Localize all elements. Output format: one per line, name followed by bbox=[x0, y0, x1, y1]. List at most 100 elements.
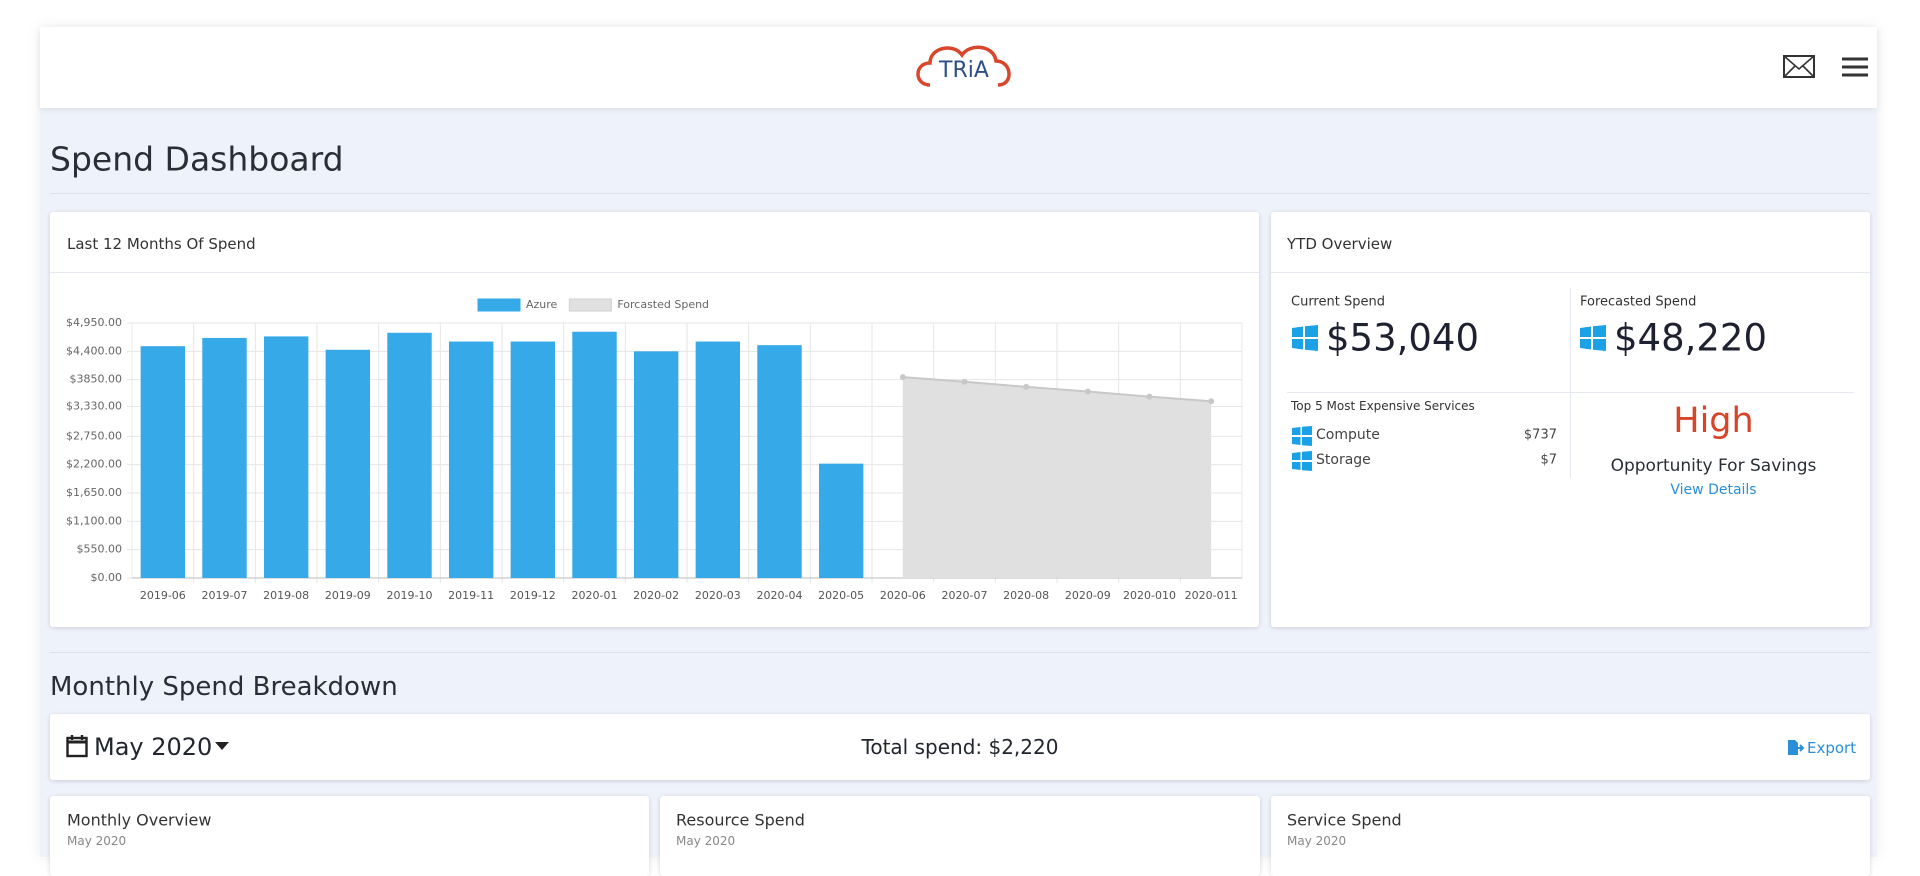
card-title: Resource Spend bbox=[676, 810, 805, 830]
bar bbox=[325, 349, 371, 578]
card-title: Monthly Overview bbox=[67, 810, 212, 830]
current-spend-value: $53,040 bbox=[1326, 316, 1480, 360]
breakdown-bar: May 2020 Total spend: $2,220 Export bbox=[50, 714, 1870, 780]
point bbox=[1023, 383, 1030, 390]
bar bbox=[633, 351, 679, 578]
service-cost: $7 bbox=[1540, 452, 1557, 468]
page-title: Spend Dashboard bbox=[50, 139, 344, 179]
caret-icon[interactable] bbox=[214, 741, 230, 751]
export-icon[interactable] bbox=[1786, 739, 1804, 757]
y-tick-label: $0.00 bbox=[91, 571, 123, 584]
section-title: Monthly Spend Breakdown bbox=[50, 672, 398, 702]
bar bbox=[140, 346, 186, 578]
y-tick-label: $550.00 bbox=[77, 543, 123, 556]
export-button[interactable]: Export bbox=[1807, 739, 1857, 757]
x-tick-label: 2019-06 bbox=[140, 589, 186, 602]
forecast-spend-value: $48,220 bbox=[1614, 316, 1768, 360]
panel-title: YTD Overview bbox=[1287, 235, 1393, 253]
legend-label: Azure bbox=[526, 298, 558, 311]
legend-swatch bbox=[568, 298, 612, 312]
bar bbox=[263, 336, 309, 578]
x-tick-label: 2020-04 bbox=[757, 589, 803, 602]
card-subtitle: May 2020 bbox=[67, 834, 127, 848]
x-tick-label: 2020-03 bbox=[695, 589, 741, 602]
x-tick-label: 2020-07 bbox=[942, 589, 988, 602]
windows-icon bbox=[1292, 325, 1318, 351]
forecast-spend-label: Forecasted Spend bbox=[1580, 294, 1697, 310]
bar bbox=[757, 345, 802, 578]
card: Service Spend May 2020 bbox=[1271, 796, 1870, 876]
card-subtitle: May 2020 bbox=[676, 834, 736, 848]
bar bbox=[818, 463, 864, 578]
windows-icon bbox=[1292, 426, 1312, 446]
x-tick-label: 2020-02 bbox=[633, 589, 679, 602]
bar bbox=[695, 341, 741, 578]
x-tick-label: 2019-12 bbox=[510, 589, 556, 602]
x-tick-label: 2020-08 bbox=[1003, 589, 1049, 602]
view-details-link[interactable]: View Details bbox=[1670, 482, 1757, 498]
y-tick-label: $3,330.00 bbox=[66, 399, 122, 412]
x-tick-label: 2019-07 bbox=[202, 589, 248, 602]
legend-swatch bbox=[477, 298, 521, 312]
savings-level: High bbox=[1673, 401, 1754, 441]
x-tick-label: 2019-11 bbox=[448, 589, 494, 602]
point bbox=[1208, 398, 1215, 405]
service-name: Storage bbox=[1316, 452, 1371, 468]
mail-icon[interactable] bbox=[1782, 54, 1816, 80]
point bbox=[961, 378, 968, 385]
bar bbox=[572, 331, 617, 578]
panel-title: Last 12 Months Of Spend bbox=[67, 235, 256, 253]
card-subtitle: May 2020 bbox=[1287, 834, 1347, 848]
logo-cloud bbox=[916, 45, 1011, 87]
point bbox=[1146, 393, 1153, 400]
y-tick-label: $4,950.00 bbox=[66, 316, 122, 329]
month-picker[interactable]: May 2020 bbox=[94, 733, 213, 761]
bar bbox=[448, 341, 494, 578]
current-spend-label: Current Spend bbox=[1291, 294, 1385, 310]
card: Monthly Overview May 2020 bbox=[50, 796, 649, 876]
calendar-icon bbox=[66, 735, 88, 758]
y-tick-label: $2,750.00 bbox=[66, 429, 122, 442]
x-tick-label: 2020-011 bbox=[1185, 589, 1238, 602]
ytd-panel: YTD Overview Current Spend $53,040 Forec… bbox=[1271, 212, 1870, 627]
divider bbox=[50, 652, 1870, 653]
spend-chart-panel: Last 12 Months Of Spend $0.00 $550.00 $1,1… bbox=[50, 212, 1259, 627]
area-line bbox=[902, 376, 1212, 403]
windows-icon bbox=[1292, 451, 1312, 471]
bar bbox=[202, 337, 247, 578]
y-tick-label: $3850.00 bbox=[70, 373, 123, 386]
y-tick-label: $1,650.00 bbox=[66, 486, 122, 499]
y-tick-label: $4,400.00 bbox=[66, 344, 122, 357]
logo-text: TRiA bbox=[938, 58, 989, 83]
x-tick-label: 2019-08 bbox=[263, 589, 309, 602]
bar bbox=[387, 332, 432, 578]
service-cost: $737 bbox=[1523, 427, 1557, 443]
y-tick-label: $1,100.00 bbox=[66, 514, 122, 527]
top-bar: TRiA bbox=[40, 27, 1877, 108]
area bbox=[902, 377, 1212, 578]
service-name: Compute bbox=[1316, 427, 1380, 443]
x-tick-label: 2019-10 bbox=[387, 589, 433, 602]
bar bbox=[510, 341, 556, 578]
y-tick-label: $2,200.00 bbox=[66, 458, 122, 471]
x-tick-label: 2020-09 bbox=[1065, 589, 1111, 602]
card: Resource Spend May 2020 bbox=[660, 796, 1260, 876]
x-tick-label: 2020-010 bbox=[1123, 589, 1176, 602]
menu-icon[interactable] bbox=[1840, 55, 1870, 79]
divider bbox=[50, 272, 1259, 273]
card-title: Service Spend bbox=[1287, 810, 1402, 830]
savings-label: Opportunity For Savings bbox=[1610, 456, 1817, 476]
logo[interactable]: TRiA bbox=[912, 37, 1016, 99]
legend-label: Forcasted Spend bbox=[617, 298, 709, 311]
x-tick-label: 2020-05 bbox=[818, 589, 864, 602]
point bbox=[1084, 388, 1091, 395]
chart: $0.00 $550.00 $1,100.00 $1,650.00 $2,200.00 $… bbox=[66, 298, 1243, 602]
top-services-title: Top 5 Most Expensive Services bbox=[1291, 399, 1475, 413]
x-tick-label: 2020-06 bbox=[880, 589, 926, 602]
divider bbox=[1271, 272, 1870, 273]
page: { "header": {"logo": "TRiA"}, "page_titl… bbox=[40, 27, 1877, 857]
divider bbox=[1570, 288, 1571, 478]
divider bbox=[1287, 392, 1854, 393]
point bbox=[899, 374, 906, 381]
windows-icon bbox=[1580, 325, 1606, 351]
